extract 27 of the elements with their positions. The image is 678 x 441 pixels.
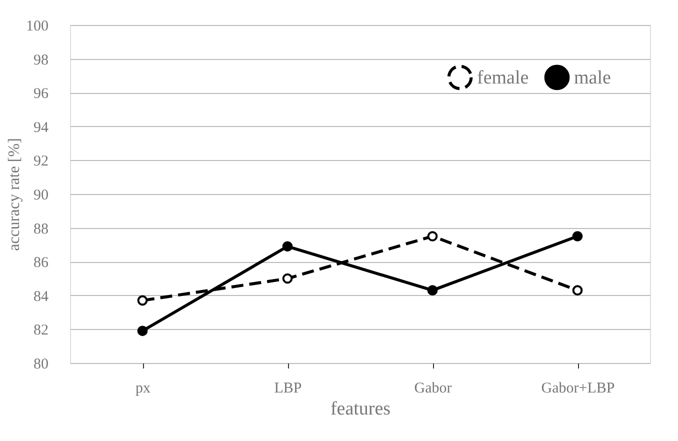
y-tick-label: 92 bbox=[34, 154, 48, 170]
legend-label: female bbox=[477, 67, 529, 88]
y-tick-label: 90 bbox=[34, 188, 48, 204]
x-tick-label: LBP bbox=[274, 380, 302, 396]
y-tick-label: 100 bbox=[26, 18, 48, 34]
y-tick-label: 98 bbox=[34, 52, 48, 68]
point bbox=[282, 241, 293, 252]
x-tick-label: Gabor+LBP bbox=[541, 380, 615, 396]
legend-label: male bbox=[574, 67, 611, 88]
point bbox=[137, 295, 148, 306]
point bbox=[427, 231, 438, 242]
point bbox=[427, 285, 438, 296]
y-tick-label: 82 bbox=[34, 322, 48, 339]
x-axis-title: features bbox=[330, 398, 391, 420]
point bbox=[137, 326, 148, 336]
y-axis-title: accuracy rate [%] bbox=[6, 138, 23, 251]
point bbox=[572, 285, 583, 296]
point bbox=[282, 273, 293, 284]
y-tick-label: 88 bbox=[34, 221, 48, 238]
y-tick-label: 94 bbox=[34, 120, 49, 136]
x-tick-label: px bbox=[136, 380, 151, 396]
y-tick-label: 86 bbox=[34, 255, 49, 272]
y-tick-label: 80 bbox=[34, 356, 48, 372]
y-tick-label: 96 bbox=[34, 86, 49, 102]
y-tick-label: 84 bbox=[34, 288, 49, 305]
point bbox=[572, 231, 583, 242]
x-tick-label: Gabor bbox=[414, 380, 452, 396]
